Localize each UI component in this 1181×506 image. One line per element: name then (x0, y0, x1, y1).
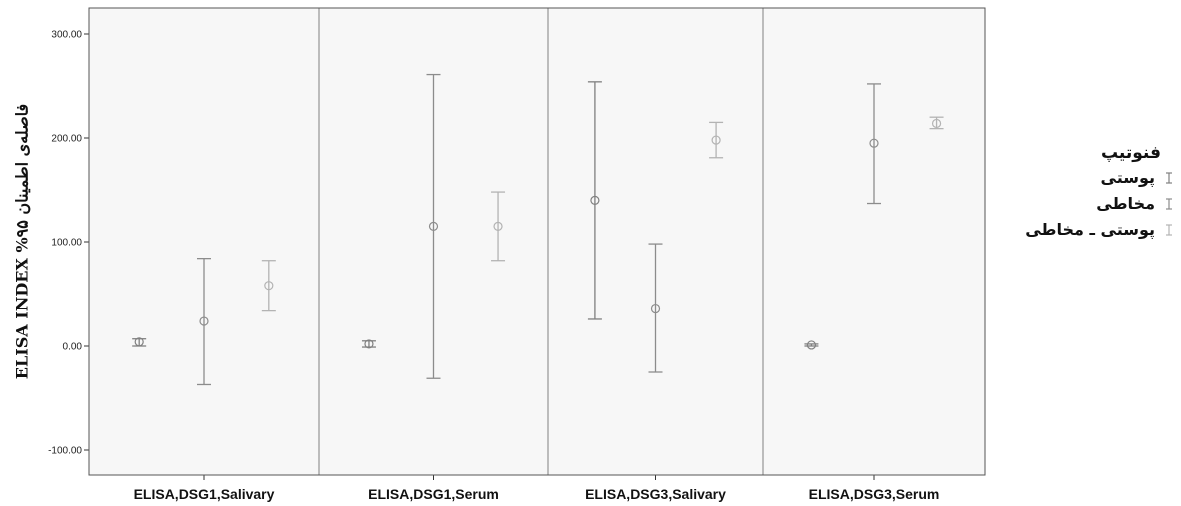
mean-marker (806, 340, 817, 350)
mean-marker (650, 303, 661, 314)
y-axis: -100.00 0.00 100.00 200.00 300.00 (48, 30, 89, 457)
legend-title: فنوتیپ (1100, 143, 1161, 163)
error-bar (587, 81, 602, 320)
error-bar (709, 121, 724, 159)
x-category-label: ELISA,DSG3,Serum (809, 486, 940, 502)
y-tick-label: -100.00 (48, 446, 82, 457)
y-tick-label: 200.00 (51, 134, 82, 145)
mean-marker (931, 118, 942, 129)
error-bar (929, 116, 944, 130)
x-category-label: ELISA,DSG3,Salivary (585, 486, 726, 502)
error-bars (132, 73, 944, 386)
error-bar (197, 257, 211, 386)
plot-frame (88, 7, 986, 476)
x-axis: ELISA,DSG1,Salivary ELISA,DSG1,Serum ELISA… (134, 475, 940, 502)
mean-marker (493, 221, 503, 231)
mean-marker (711, 135, 721, 145)
legend: فنوتیپ پوستی مخاطی پوستی ـ مخاطی (1015, 143, 1175, 243)
legend-errorbar-icon-mucocutaneous (1166, 224, 1172, 236)
legend-item-mucocutaneous: پوستی ـ مخاطی (1015, 217, 1175, 243)
x-category-label: ELISA,DSG1,Serum (368, 486, 499, 502)
error-bar (361, 339, 376, 349)
legend-item-skin: پوستی (1015, 165, 1175, 191)
legend-errorbar-icon-mucosal (1166, 198, 1172, 210)
y-tick-label: 100.00 (51, 238, 82, 249)
legend-errorbar-icon-skin (1166, 172, 1172, 184)
error-bar (132, 337, 147, 347)
error-bar (648, 243, 663, 373)
mean-marker (264, 281, 274, 291)
mean-marker (590, 195, 600, 205)
error-bar (491, 191, 506, 262)
legend-label-mucosal: مخاطی (1096, 194, 1155, 213)
error-bar (867, 83, 881, 205)
mean-marker (364, 339, 374, 349)
legend-label-skin: پوستی (1100, 168, 1156, 187)
error-bar (804, 340, 819, 350)
plot-area (89, 8, 985, 475)
panel-dividers (318, 8, 764, 475)
error-bar (426, 73, 441, 379)
mean-marker (428, 221, 439, 231)
x-category-label: ELISA,DSG1,Salivary (134, 486, 275, 502)
y-axis-label: ELISA INDEX %۹۵ فاصله‌ی اطمینان (13, 104, 32, 379)
legend-item-mucosal: مخاطی (1015, 191, 1175, 217)
y-tick-label: 300.00 (51, 30, 82, 41)
y-tick-label: 0.00 (63, 342, 83, 353)
mean-marker (199, 316, 209, 326)
legend-label-mucocutaneous: پوستی ـ مخاطی (1025, 220, 1155, 239)
mean-marker (869, 138, 879, 148)
error-bar (261, 260, 276, 312)
mean-marker (134, 337, 144, 347)
